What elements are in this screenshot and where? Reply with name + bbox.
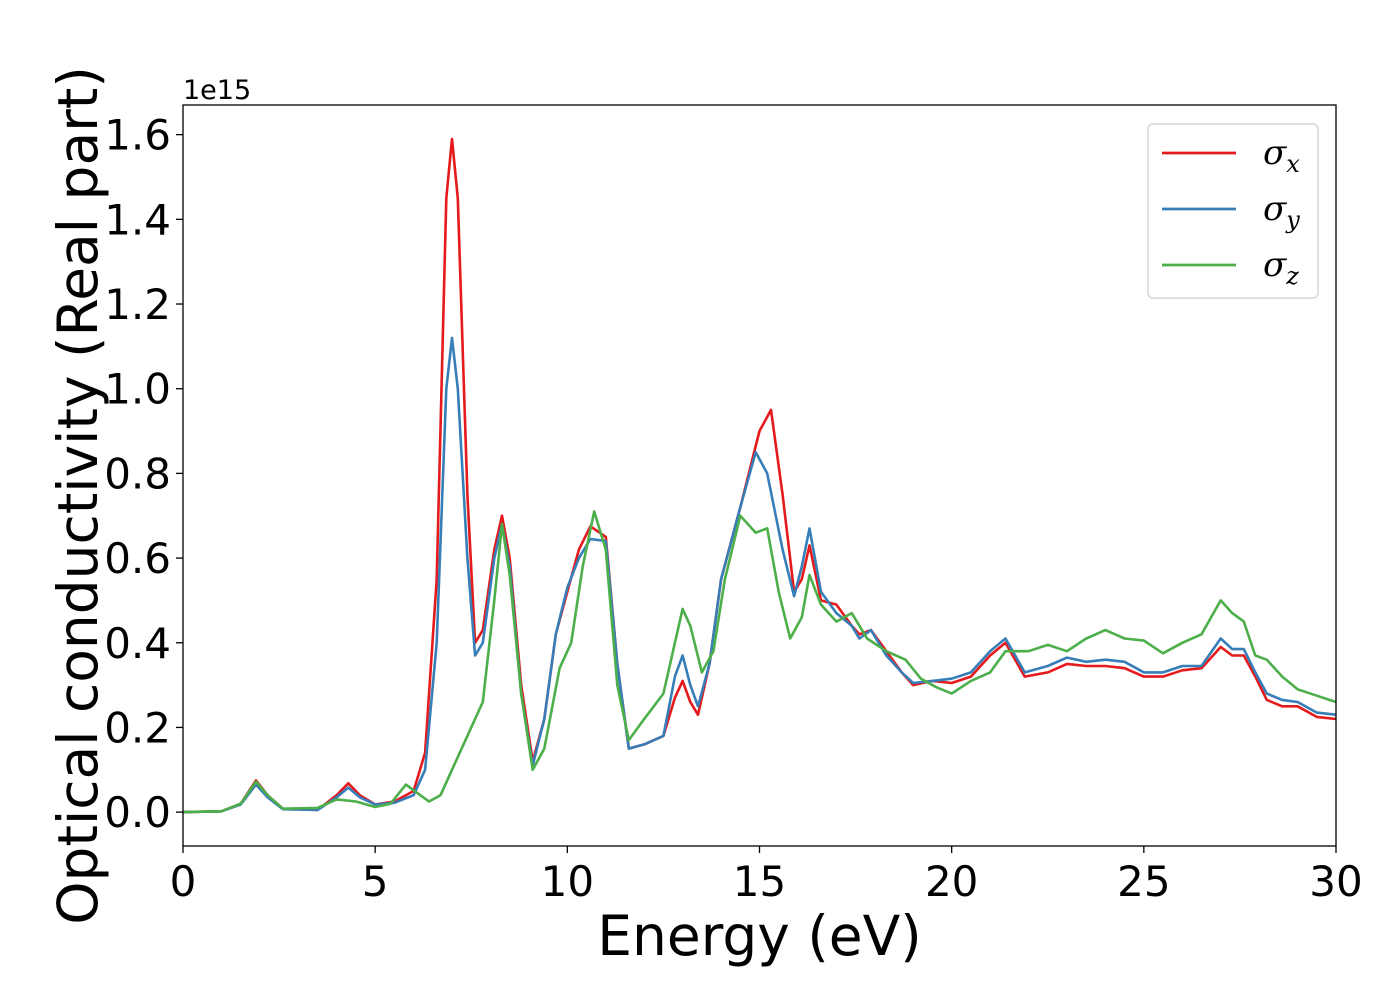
x-tick-label: 15	[733, 857, 786, 906]
y-tick-label: 1.2	[104, 280, 171, 329]
y-axis: 0.0 0.2 0.4 0.6 0.8 1.0 1.2 1.4 1.6	[104, 111, 183, 837]
legend-label-x: σx	[1263, 133, 1300, 178]
y-tick-label: 1.0	[104, 365, 171, 414]
y-tick-label: 0.0	[104, 788, 171, 837]
x-axis-label: Energy (eV)	[597, 904, 921, 968]
x-axis: 0 5 10 15 20 25 30	[170, 846, 1363, 906]
x-tick-label: 5	[362, 857, 389, 906]
x-tick-label: 30	[1309, 857, 1362, 906]
x-tick-label: 0	[170, 857, 197, 906]
series-layer	[183, 137, 1336, 814]
series-line-y	[183, 336, 1336, 814]
y-tick-label: 1.6	[104, 111, 171, 160]
legend-box	[1147, 123, 1319, 299]
legend-label-z: σz	[1263, 245, 1299, 290]
x-tick-label: 25	[1117, 857, 1170, 906]
y-tick-label: 1.4	[104, 195, 171, 244]
y-tick-label: 0.6	[104, 534, 171, 583]
y-axis-label: Optical conductivity (Real part)	[46, 66, 110, 925]
x-tick-label: 20	[925, 857, 978, 906]
y-tick-label: 0.2	[104, 703, 171, 752]
y-tick-label: 0.4	[104, 619, 171, 668]
legend-label-y: σy	[1263, 189, 1300, 234]
legend: σx σy σz	[1147, 123, 1319, 299]
x-tick-label: 10	[541, 857, 594, 906]
y-offset-text: 1e15	[183, 75, 251, 106]
y-tick-label: 0.8	[104, 449, 171, 498]
series-line-z	[183, 510, 1336, 814]
